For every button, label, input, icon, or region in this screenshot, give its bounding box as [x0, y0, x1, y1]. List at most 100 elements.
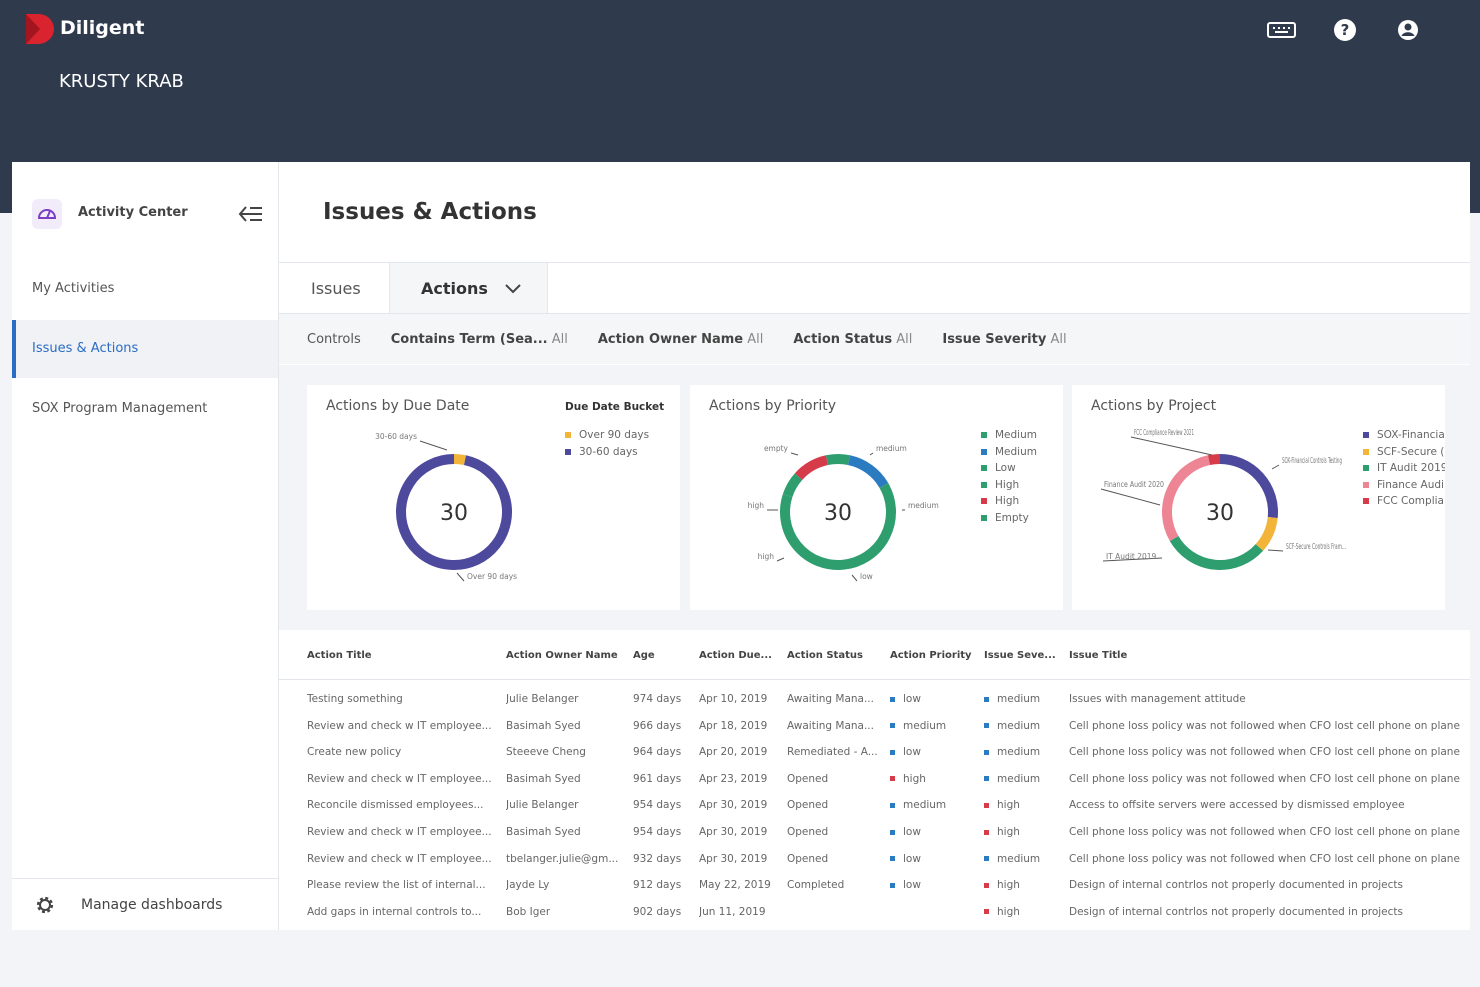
actions-table: Action Title Action Owner Name Age Action D…: [279, 630, 1470, 930]
legend-item[interactable]: 30-60 days: [565, 446, 638, 458]
keyboard-icon[interactable]: [1267, 21, 1297, 39]
cell-text: Create new policy: [307, 746, 401, 758]
column-header[interactable]: Issue Title: [1069, 650, 1127, 661]
sidebar: Activity Center My ActivitiesIssues & Ac…: [12, 162, 279, 930]
cell-text: Apr 30, 2019: [699, 853, 767, 865]
column-header[interactable]: Issue Seve...: [984, 650, 1056, 661]
cell-text: low: [903, 746, 921, 758]
donut-segment[interactable]: [1167, 460, 1209, 538]
donut-segment[interactable]: [1259, 518, 1272, 548]
donut-segment[interactable]: [827, 459, 838, 460]
legend-item[interactable]: Finance Audi: [1363, 479, 1444, 491]
tab-label[interactable]: Issues: [311, 279, 361, 298]
filter-label[interactable]: Controls: [307, 332, 361, 347]
filter[interactable]: Controls: [307, 332, 361, 347]
filter-value[interactable]: All: [552, 332, 568, 347]
donut-segment[interactable]: [1174, 539, 1259, 566]
column-header[interactable]: Action Priority: [890, 650, 972, 661]
column-header[interactable]: Age: [633, 650, 655, 661]
tab-label[interactable]: Actions: [421, 279, 488, 298]
cell-text: Opened: [787, 853, 828, 865]
nav-item[interactable]: SOX Program Management: [12, 380, 278, 438]
filter[interactable]: Issue Severity All: [942, 332, 1066, 347]
cell-text: Cell phone loss policy was not followed …: [1069, 826, 1460, 838]
tab[interactable]: Issues: [279, 263, 390, 313]
donut-segment[interactable]: [838, 459, 849, 460]
filter-label[interactable]: Action Status: [793, 332, 892, 347]
filter-label[interactable]: Action Owner Name: [598, 332, 743, 347]
collapse-icon[interactable]: [238, 205, 264, 223]
legend-item[interactable]: IT Audit 2019: [1363, 462, 1445, 474]
cell-text: Jun 11, 2019: [699, 906, 766, 918]
filter[interactable]: Contains Term (Sea... All: [391, 332, 568, 347]
filter-label[interactable]: Contains Term (Sea...: [391, 332, 548, 347]
legend-item[interactable]: Medium: [981, 446, 1037, 458]
donut-segment[interactable]: [849, 460, 884, 485]
legend-item[interactable]: SCF-Secure (: [1363, 446, 1444, 458]
table-cell: Apr 20, 2019: [699, 746, 767, 758]
donut-total: 30: [824, 501, 852, 526]
tab[interactable]: Actions: [390, 263, 548, 313]
table-cell: Opened: [787, 826, 828, 838]
gear-icon[interactable]: [33, 893, 57, 917]
help-icon[interactable]: ?: [1334, 19, 1356, 41]
cell-text: Steeeve Cheng: [506, 746, 586, 758]
user-icon[interactable]: [1397, 19, 1419, 41]
column-header[interactable]: Action Status: [787, 650, 863, 661]
legend-item[interactable]: Empty: [981, 512, 1029, 524]
table-cell: Julie Belanger: [506, 693, 579, 705]
legend-swatch: [1363, 482, 1369, 488]
cell-text: Please review the list of internal...: [307, 879, 486, 891]
table-cell: Review and check w IT employee...: [307, 853, 492, 865]
legend-item[interactable]: SOX-Financia: [1363, 429, 1445, 441]
donut-segment[interactable]: [454, 459, 465, 460]
callout-label: SOX-Financial Controls Testing: [1282, 456, 1342, 465]
callout-label: empty: [764, 444, 789, 453]
legend-item[interactable]: FCC Complia: [1363, 495, 1444, 507]
cell-text: Apr 20, 2019: [699, 746, 767, 758]
callout-label: 30-60 days: [375, 432, 417, 441]
cell-text: Cell phone loss policy was not followed …: [1069, 773, 1460, 785]
table-cell: Basimah Syed: [506, 720, 581, 732]
legend-swatch: [1363, 432, 1369, 438]
legend-item[interactable]: High: [981, 495, 1019, 507]
priority-marker: [984, 723, 989, 728]
donut-segment[interactable]: [1209, 459, 1220, 460]
cell-text: Apr 23, 2019: [699, 773, 767, 785]
priority-marker: [890, 723, 895, 728]
dropdown-icon[interactable]: [505, 284, 521, 294]
filter-label[interactable]: Issue Severity: [942, 332, 1046, 347]
priority-marker: [984, 803, 989, 808]
filter-bar: ControlsContains Term (Sea... AllAction …: [279, 314, 1470, 364]
legend-item[interactable]: High: [981, 479, 1019, 491]
cell-text: Review and check w IT employee...: [307, 720, 492, 732]
table-cell: 912 days: [633, 879, 681, 891]
filter[interactable]: Action Status All: [793, 332, 912, 347]
legend-label: Empty: [995, 512, 1029, 524]
table-cell: Apr 18, 2019: [699, 720, 767, 732]
nav-item[interactable]: My Activities: [12, 260, 278, 318]
manage-dashboards[interactable]: Manage dashboards: [81, 897, 222, 913]
legend-item[interactable]: Low: [981, 462, 1016, 474]
nav-item[interactable]: Issues & Actions: [12, 320, 278, 378]
table-cell: medium: [984, 720, 1040, 732]
cell-text: Awaiting Mana...: [787, 693, 874, 705]
column-header[interactable]: Action Due...: [699, 650, 772, 661]
filter-value[interactable]: All: [1050, 332, 1066, 347]
priority-marker: [984, 883, 989, 888]
callout-line: [1268, 550, 1283, 551]
legend-item[interactable]: Medium: [981, 429, 1037, 441]
cell-text: Testing something: [307, 693, 403, 705]
filter-value[interactable]: All: [747, 332, 763, 347]
legend-item[interactable]: Over 90 days: [565, 429, 649, 441]
column-header[interactable]: Action Owner Name: [506, 650, 618, 661]
callout-label: Finance Audit 2020: [1104, 480, 1164, 489]
column-header[interactable]: Action Title: [307, 650, 372, 661]
organization[interactable]: KRUSTY KRAB: [59, 71, 184, 92]
donut-segment[interactable]: [799, 460, 827, 476]
legend-title: Due Date Bucket: [565, 401, 664, 413]
cell-text: 974 days: [633, 693, 681, 705]
filter-value[interactable]: All: [896, 332, 912, 347]
donut-segment[interactable]: [788, 477, 799, 496]
filter[interactable]: Action Owner Name All: [598, 332, 764, 347]
